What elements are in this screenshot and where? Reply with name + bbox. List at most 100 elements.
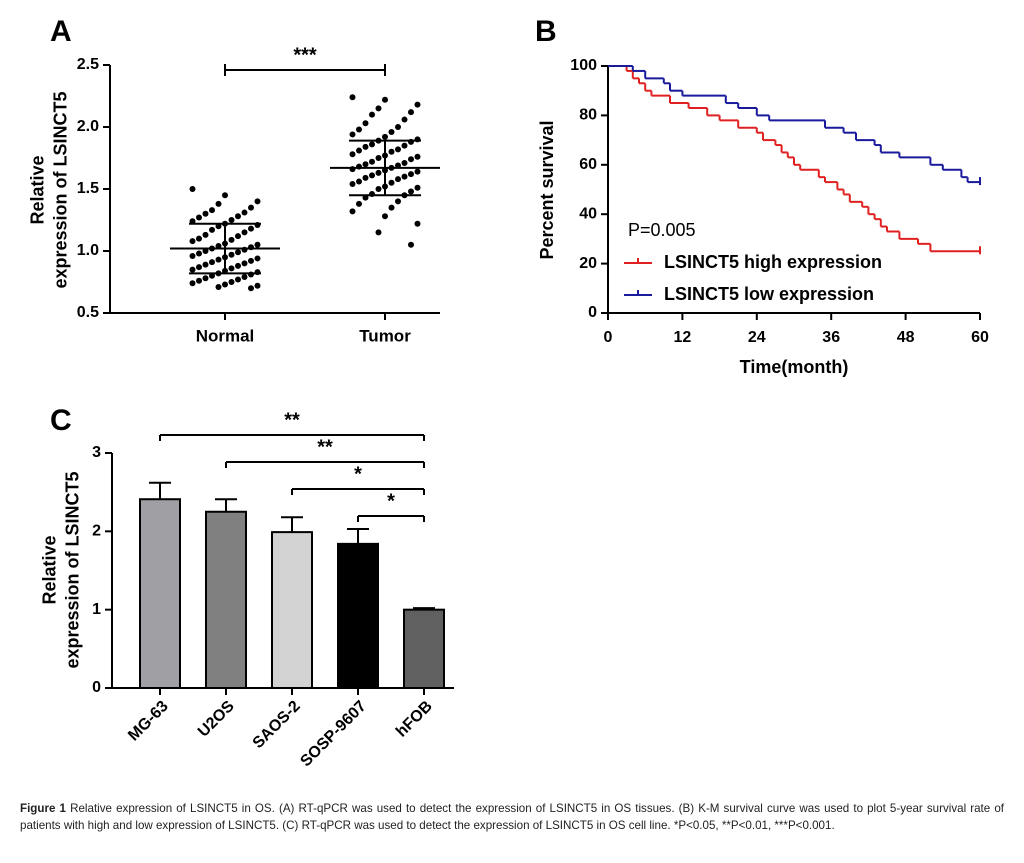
dot (362, 143, 369, 150)
dot (408, 156, 414, 163)
dot (401, 173, 408, 180)
dot (395, 198, 401, 205)
dot (375, 169, 382, 176)
panel-label: B (535, 15, 557, 48)
dot (209, 207, 215, 214)
dot (222, 192, 228, 199)
dot (395, 176, 401, 183)
caption-text: Relative expression of LSINCT5 in OS. (A… (20, 802, 1004, 832)
y-tick-label: 20 (579, 255, 597, 272)
y-tick-label: 0 (588, 304, 597, 321)
dot (388, 179, 395, 186)
dot (189, 280, 196, 287)
dot (254, 241, 261, 248)
dot (375, 155, 382, 161)
dot (215, 200, 222, 207)
dot (414, 184, 421, 191)
dot (189, 266, 196, 273)
bar (337, 542, 379, 689)
significance-label: ** (284, 409, 300, 431)
dot (382, 96, 388, 103)
dot (254, 198, 261, 205)
dot (241, 229, 248, 236)
dot (369, 141, 375, 148)
y-axis-title: Relative (27, 155, 47, 224)
dot (228, 265, 235, 272)
dot (235, 233, 241, 240)
x-axis-title: Time(month) (740, 357, 849, 377)
dot (235, 249, 241, 256)
y-axis-title: expression of LSINCT5 (62, 471, 82, 668)
caption: Figure 1 Relative expression of LSINCT5 … (20, 800, 1004, 834)
dot (228, 236, 235, 243)
significance-label: *** (293, 44, 317, 66)
dot (369, 158, 375, 165)
dot (196, 250, 202, 257)
panel-label: C (50, 404, 72, 437)
dot (356, 200, 362, 207)
panel-label: A (50, 15, 72, 48)
dot (395, 124, 401, 130)
y-tick-label: 1.0 (77, 242, 99, 259)
dot (349, 181, 356, 188)
y-tick-label: 2 (92, 523, 101, 540)
dot (349, 131, 356, 138)
dot (401, 116, 408, 123)
legend-label: LSINCT5 low expression (664, 284, 874, 304)
dot (356, 126, 362, 133)
dot (235, 213, 241, 220)
dot (254, 255, 261, 262)
x-tick-label: 0 (604, 329, 613, 346)
dot (248, 204, 254, 211)
dot (414, 220, 421, 227)
y-axis-title: Relative (39, 535, 59, 604)
y-tick-label: 1.5 (77, 180, 99, 197)
dot (362, 174, 369, 181)
x-tick-label: U2OS (195, 698, 238, 741)
dot (209, 226, 215, 233)
x-tick-label: 48 (897, 329, 915, 346)
dot (241, 274, 248, 281)
bar (139, 498, 181, 690)
dot (235, 262, 241, 269)
x-tick-label: Tumor (359, 326, 411, 345)
dot (202, 231, 209, 238)
y-tick-label: 40 (579, 205, 597, 222)
dot (408, 109, 414, 116)
dot (408, 171, 414, 178)
dot (408, 241, 414, 248)
dot (248, 285, 254, 292)
dot (375, 105, 382, 112)
y-axis-title: expression of LSINCT5 (50, 91, 70, 288)
dot (202, 261, 209, 268)
x-tick-label: 12 (674, 329, 692, 346)
dot (202, 210, 209, 217)
dot (349, 151, 356, 158)
y-axis-title: Percent survival (537, 120, 557, 259)
dot (414, 101, 421, 108)
significance-label: * (354, 463, 362, 485)
bar (205, 510, 247, 689)
dot (414, 153, 421, 160)
dot (382, 213, 388, 220)
significance-label: ** (317, 436, 333, 458)
dot (388, 204, 395, 211)
y-tick-label: 2.5 (77, 56, 99, 73)
dot (369, 172, 375, 179)
dot (369, 111, 375, 118)
bar (271, 531, 313, 689)
x-tick-label: MG-63 (125, 698, 172, 745)
x-tick-label: hFOB (393, 698, 436, 741)
dot (228, 251, 235, 258)
dot (375, 186, 382, 192)
annotation: P=0.005 (628, 220, 696, 240)
y-tick-label: 60 (579, 156, 597, 173)
legend-label: LSINCT5 high expression (664, 252, 882, 272)
dot (388, 128, 395, 135)
dot (241, 209, 248, 216)
y-tick-label: 3 (92, 444, 101, 461)
dot (254, 282, 261, 289)
dot (202, 275, 209, 282)
dot (196, 214, 202, 221)
